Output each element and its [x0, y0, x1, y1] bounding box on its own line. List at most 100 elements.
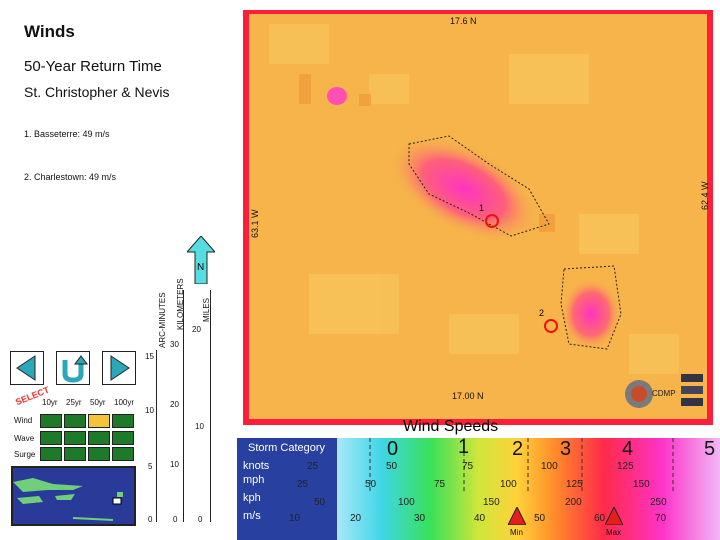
kilometers-scale-line — [183, 290, 184, 522]
left-longitude-label: 63.1 W — [250, 209, 260, 238]
category-0: 0 — [387, 438, 399, 460]
marker-1-label: 1 — [479, 203, 485, 213]
wave-10yr-cell[interactable] — [40, 431, 62, 445]
km-tick: 30 — [170, 340, 179, 349]
hazard-map[interactable] — [243, 10, 713, 425]
category-5: 5 — [704, 438, 716, 460]
arc-tick: 15 — [145, 352, 154, 361]
row-surge: Surge — [14, 450, 36, 459]
column-50yr: 50yr — [90, 398, 106, 407]
miles-label: MILES — [202, 297, 211, 322]
kph-label: kph — [243, 492, 261, 504]
mph-tick: 100 — [500, 479, 517, 490]
u-turn-icon — [62, 355, 88, 383]
surge-50yr-cell[interactable] — [88, 447, 110, 461]
storm-category-label: Storm Category — [248, 442, 326, 454]
next-button[interactable] — [102, 351, 136, 385]
return-period-subtitle: 50-Year Return Time — [24, 58, 162, 75]
kph-tick: 200 — [565, 497, 582, 508]
wave-50yr-cell[interactable] — [88, 431, 110, 445]
ms-tick: 40 — [474, 513, 486, 524]
kilometers-label: KILOMETERS — [176, 278, 185, 330]
knots-tick: 50 — [386, 461, 398, 472]
cdmp-logo: CDMP — [652, 389, 676, 398]
bottom-latitude-label: 17.00 N — [452, 391, 484, 401]
miles-scale-line — [210, 290, 211, 522]
min-label: Min — [510, 528, 523, 537]
map-surface[interactable] — [249, 14, 707, 419]
map-raster — [249, 14, 707, 419]
wave-25yr-cell[interactable] — [64, 431, 86, 445]
mph-tick: 150 — [633, 479, 650, 490]
previous-button[interactable] — [10, 351, 44, 385]
surge-10yr-cell[interactable] — [40, 447, 62, 461]
kph-tick: 50 — [314, 497, 326, 508]
arc-tick: 0 — [148, 515, 153, 524]
return-button[interactable] — [56, 351, 90, 385]
mph-label: mph — [243, 474, 265, 486]
category-1: 1 — [458, 436, 470, 458]
ms-tick: 50 — [534, 513, 546, 524]
island-name: St. Christopher & Nevis — [24, 84, 170, 100]
max-marker-icon — [605, 507, 623, 525]
north-label: N — [197, 262, 205, 273]
wind-100yr-cell[interactable] — [112, 414, 134, 428]
arc-minutes-scale-line — [156, 350, 157, 522]
surge-100yr-cell[interactable] — [112, 447, 134, 461]
kph-tick: 250 — [650, 497, 667, 508]
surge-25yr-cell[interactable] — [64, 447, 86, 461]
km-tick: 0 — [173, 515, 178, 524]
page-title: Winds — [24, 22, 75, 41]
knots-tick: 25 — [307, 461, 319, 472]
wind-25yr-cell[interactable] — [64, 414, 86, 428]
knots-tick: 100 — [541, 461, 558, 472]
knots-tick: 75 — [462, 461, 474, 472]
ms-tick: 60 — [594, 513, 606, 524]
wave-100yr-cell[interactable] — [112, 431, 134, 445]
km-tick: 20 — [170, 400, 179, 409]
mph-tick: 25 — [297, 479, 309, 490]
kph-tick: 150 — [483, 497, 500, 508]
ms-tick: 10 — [289, 513, 301, 524]
marker-2-label: 2 — [539, 308, 545, 318]
mph-tick: 75 — [434, 479, 446, 490]
arc-tick: 10 — [145, 406, 154, 415]
mile-tick: 0 — [198, 515, 203, 524]
location-1-marker — [485, 214, 499, 228]
north-arrow-icon — [187, 236, 215, 284]
category-4: 4 — [622, 438, 634, 460]
ms-tick: 20 — [350, 513, 362, 524]
category-3: 3 — [560, 438, 572, 460]
location-2-readout: 2. Charlestown: 49 m/s — [24, 172, 117, 182]
ms-tick: 70 — [655, 513, 667, 524]
right-longitude-label: 62.4 W — [700, 181, 710, 210]
column-10yr: 10yr — [42, 398, 58, 407]
row-wave: Wave — [14, 434, 35, 443]
column-25yr: 25yr — [66, 398, 82, 407]
arc-minutes-label: ARC-MINUTES — [158, 292, 167, 348]
category-2: 2 — [512, 438, 524, 460]
location-2-marker — [544, 319, 558, 333]
mph-tick: 50 — [365, 479, 377, 490]
knots-label: knots — [243, 460, 270, 472]
km-tick: 10 — [170, 460, 179, 469]
knots-tick: 125 — [617, 461, 634, 472]
mile-tick: 10 — [195, 422, 204, 431]
overview-map-image — [13, 468, 134, 524]
max-label: Max — [606, 528, 622, 537]
top-latitude-label: 17.6 N — [450, 16, 477, 26]
arrow-right-icon — [110, 355, 130, 381]
min-marker-icon — [508, 507, 526, 525]
mph-tick: 125 — [566, 479, 583, 490]
wind-10yr-cell[interactable] — [40, 414, 62, 428]
ms-tick: 30 — [414, 513, 426, 524]
location-1-readout: 1. Basseterre: 49 m/s — [24, 129, 110, 139]
row-wind: Wind — [14, 416, 33, 425]
caribbean-overview-map[interactable] — [11, 466, 136, 526]
legend-title: Wind Speeds — [403, 418, 499, 435]
arc-tick: 5 — [148, 462, 153, 471]
wind-50yr-cell[interactable] — [88, 414, 110, 428]
arrow-left-icon — [16, 355, 36, 381]
wind-speed-color-bar — [237, 438, 720, 540]
column-100yr: 100yr — [114, 398, 135, 407]
